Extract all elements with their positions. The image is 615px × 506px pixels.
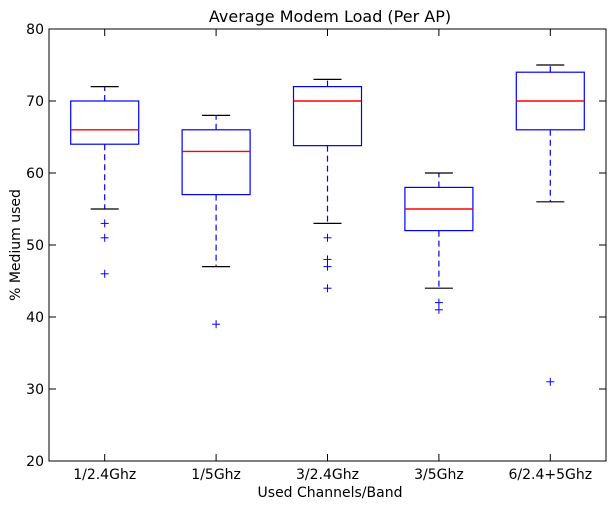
- y-tick-label: 70: [26, 94, 44, 110]
- y-tick-label: 60: [26, 166, 44, 182]
- y-axis-label: % Medium used: [8, 189, 24, 301]
- outlier-point: [323, 255, 332, 264]
- outlier-point: [323, 284, 332, 293]
- outlier-point: [323, 262, 332, 271]
- x-tick-label: 1/5Ghz: [191, 467, 241, 483]
- y-tick-label: 80: [26, 22, 44, 38]
- outlier-point: [546, 377, 555, 386]
- outlier-point: [323, 233, 332, 242]
- x-tick-label: 6/2.4+5Ghz: [508, 467, 592, 483]
- outlier-point: [100, 233, 109, 242]
- box-iqr: [181, 129, 251, 196]
- box-group: [515, 64, 585, 386]
- box-iqr: [70, 100, 140, 145]
- x-axis-label: Used Channels/Band: [258, 485, 403, 501]
- box-group: [292, 78, 363, 293]
- box-iqr: [292, 85, 363, 147]
- x-tick-label: 1/2.4Ghz: [73, 467, 136, 483]
- outlier-point: [100, 269, 109, 278]
- y-tick-label: 20: [26, 454, 44, 470]
- y-tick-label: 40: [26, 310, 44, 326]
- outlier-point: [434, 298, 443, 307]
- outlier-point: [212, 320, 221, 329]
- x-axis: 1/2.4Ghz 1/5Ghz 3/2.4Ghz 3/5Ghz 6/2.4+5Ghz: [73, 29, 592, 483]
- plot-frame: [48, 28, 607, 462]
- chart-title: Average Modem Load (Per AP): [209, 7, 451, 26]
- outlier-point: [434, 305, 443, 314]
- x-tick-label: 3/2.4Ghz: [296, 467, 359, 483]
- x-tick-label: 3/5Ghz: [414, 467, 464, 483]
- y-axis: 20 30 40 50 60 70 80: [26, 22, 606, 470]
- box-series: [70, 64, 585, 386]
- outlier-point: [100, 219, 109, 228]
- box-group: [181, 114, 251, 329]
- y-tick-label: 30: [26, 382, 44, 398]
- box-group: [70, 85, 140, 278]
- y-tick-label: 50: [26, 238, 44, 254]
- box-group: [404, 172, 474, 314]
